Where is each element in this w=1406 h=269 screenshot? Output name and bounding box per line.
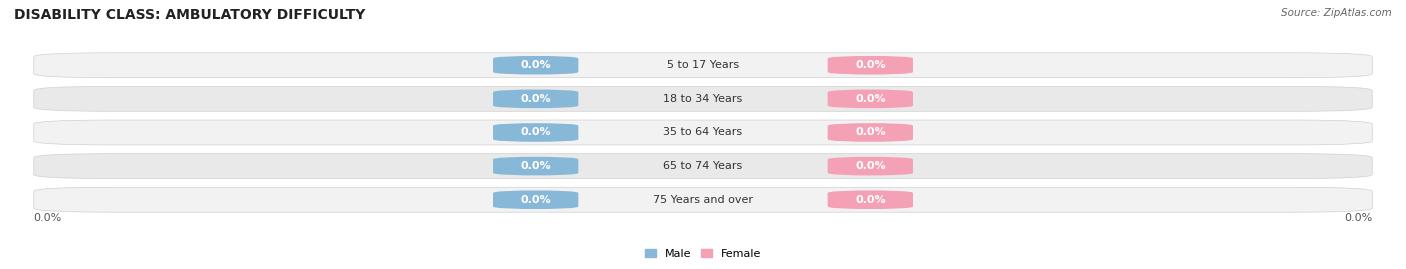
FancyBboxPatch shape: [34, 154, 1372, 179]
FancyBboxPatch shape: [34, 120, 1372, 145]
FancyBboxPatch shape: [494, 89, 578, 108]
Text: 0.0%: 0.0%: [855, 60, 886, 70]
Text: 5 to 17 Years: 5 to 17 Years: [666, 60, 740, 70]
FancyBboxPatch shape: [828, 190, 912, 209]
Text: 0.0%: 0.0%: [855, 128, 886, 137]
FancyBboxPatch shape: [34, 53, 1372, 78]
Text: DISABILITY CLASS: AMBULATORY DIFFICULTY: DISABILITY CLASS: AMBULATORY DIFFICULTY: [14, 8, 366, 22]
FancyBboxPatch shape: [828, 157, 912, 175]
FancyBboxPatch shape: [828, 56, 912, 75]
Text: 0.0%: 0.0%: [855, 94, 886, 104]
Text: 0.0%: 0.0%: [520, 94, 551, 104]
Legend: Male, Female: Male, Female: [641, 244, 765, 263]
Text: 0.0%: 0.0%: [520, 161, 551, 171]
Text: 0.0%: 0.0%: [1344, 213, 1372, 223]
FancyBboxPatch shape: [494, 190, 578, 209]
FancyBboxPatch shape: [34, 187, 1372, 212]
Text: Source: ZipAtlas.com: Source: ZipAtlas.com: [1281, 8, 1392, 18]
Text: 0.0%: 0.0%: [520, 128, 551, 137]
Text: 0.0%: 0.0%: [520, 195, 551, 205]
FancyBboxPatch shape: [494, 56, 578, 75]
Text: 75 Years and over: 75 Years and over: [652, 195, 754, 205]
FancyBboxPatch shape: [494, 123, 578, 142]
Text: 65 to 74 Years: 65 to 74 Years: [664, 161, 742, 171]
FancyBboxPatch shape: [828, 89, 912, 108]
Text: 35 to 64 Years: 35 to 64 Years: [664, 128, 742, 137]
FancyBboxPatch shape: [494, 157, 578, 175]
Text: 0.0%: 0.0%: [855, 161, 886, 171]
FancyBboxPatch shape: [34, 86, 1372, 111]
Text: 0.0%: 0.0%: [34, 213, 62, 223]
Text: 0.0%: 0.0%: [520, 60, 551, 70]
Text: 0.0%: 0.0%: [855, 195, 886, 205]
FancyBboxPatch shape: [828, 123, 912, 142]
Text: 18 to 34 Years: 18 to 34 Years: [664, 94, 742, 104]
